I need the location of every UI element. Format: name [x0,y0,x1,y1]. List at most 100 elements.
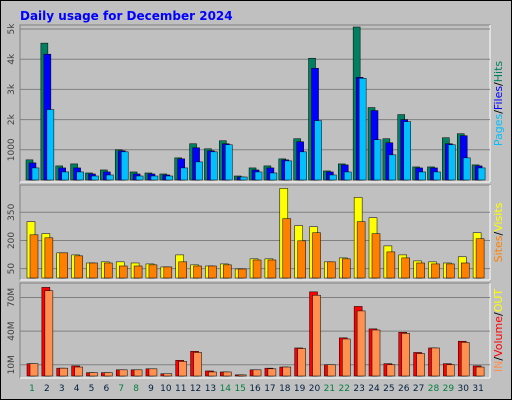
y-tick-label: 1000 [7,138,17,161]
bar [148,264,158,279]
bar [195,161,203,181]
y-tick-label: 4k [7,53,17,65]
bar [59,252,68,279]
legend-entry: Files [492,86,505,110]
bar [401,257,410,279]
bar [416,262,425,279]
bar [44,237,54,279]
x-tick-label: 23 [353,384,364,394]
x-tick-label: 28 [428,384,440,394]
x-tick-label: 20 [309,384,321,394]
bar [178,361,187,377]
bar [223,371,232,377]
bar [61,171,69,181]
bar [342,338,351,377]
bar [104,262,113,279]
bar [29,234,39,279]
legend: Sites/Visits [492,202,505,262]
bar [31,167,40,181]
bar [163,266,173,279]
x-tick-label: 26 [398,384,410,394]
bar [312,294,321,377]
x-tick-label: 31 [472,384,483,394]
bar [446,263,455,279]
bar [165,175,174,181]
legend-entry: Hits [492,61,505,83]
bar [282,218,292,279]
bar [91,175,99,181]
bar [254,171,263,181]
x-tick-label: 10 [160,384,172,394]
bar [342,258,351,279]
bar [401,333,410,377]
bar [386,364,396,377]
bar [403,121,411,181]
bar [460,262,470,279]
bar [59,367,68,377]
bar [314,120,322,181]
bar [431,263,440,279]
x-tick-label: 2 [44,384,50,394]
legend-entry: Pages [492,114,505,147]
bar [148,368,158,377]
x-tick-label: 18 [279,384,291,394]
bar [237,268,247,279]
x-tick-label: 15 [234,384,245,394]
bar [120,151,129,181]
legend-separator: / [492,82,505,86]
bar [371,329,381,377]
bar [329,174,337,181]
bar [104,372,113,377]
legend-separator: / [492,312,505,316]
bar [475,238,485,279]
bar [267,259,277,279]
legend-separator: / [492,110,505,114]
x-tick-label: 8 [133,384,139,394]
legend: Pages/Files/Hits [492,61,505,147]
bar [297,348,306,377]
bar [74,255,83,279]
x-tick-label: 29 [443,384,455,394]
bar [386,251,396,279]
legend: IN/Volume/OUT [492,289,505,373]
bar [358,78,367,181]
x-tick-label: 12 [190,384,201,394]
bar [133,369,143,377]
bar [373,139,382,181]
x-tick-label: 21 [324,384,335,394]
bar [180,167,188,181]
bar [431,347,440,377]
bar [299,151,307,181]
chart-title: Daily usage for December 2024 [20,9,233,23]
x-tick-label: 1 [29,384,35,394]
legend-entry: IN [492,361,505,372]
y-tick-label: 200 [7,232,17,249]
bar [312,232,321,279]
bar [252,259,262,279]
x-tick-label: 9 [148,384,154,394]
bar [462,157,471,181]
bar [118,369,128,377]
bar [193,265,202,279]
bar [133,265,143,279]
bar [477,167,486,181]
x-tick-label: 3 [59,384,65,394]
legend-entry: Volume [492,316,505,357]
bar [163,373,173,377]
y-tick-label: 2k [7,113,17,125]
bar [76,171,84,181]
bar [282,366,292,377]
bar [344,171,352,181]
bar [239,176,248,181]
x-tick-label: 16 [249,384,261,394]
y-tick-label: 350 [7,203,17,220]
x-tick-label: 7 [118,384,124,394]
x-tick-label: 11 [175,384,186,394]
bar [44,290,54,377]
x-tick-label: 22 [339,384,350,394]
bar [416,353,425,377]
bar [208,265,217,279]
bar [446,364,455,377]
bar [269,172,278,181]
